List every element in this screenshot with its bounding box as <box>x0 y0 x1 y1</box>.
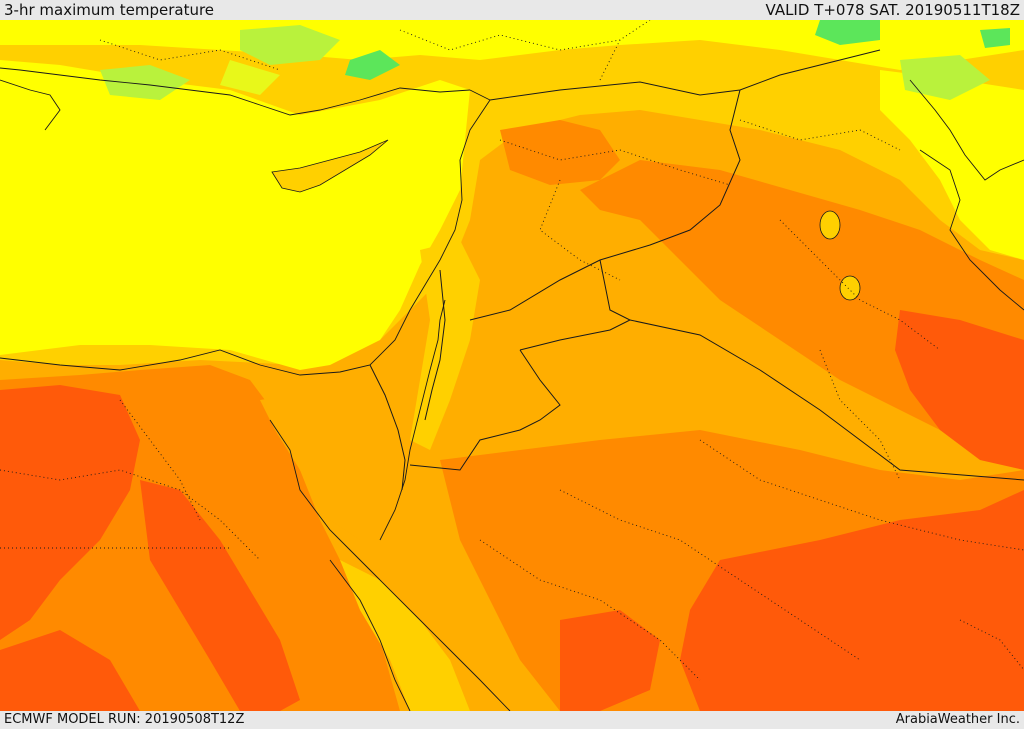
egypt-red-orange <box>0 385 140 640</box>
borders <box>369 49 1024 491</box>
cyprus-island <box>271 139 389 193</box>
saudi-red-patch <box>560 610 660 711</box>
green-patch-5 <box>980 28 1010 48</box>
coastlines <box>0 67 1024 711</box>
map-header: 3-hr maximum temperature VALID T+078 SAT… <box>0 0 1024 20</box>
admin-boundaries <box>0 20 1024 681</box>
levant-light-orange <box>410 240 480 450</box>
saudi-red-orange <box>680 490 1024 711</box>
green-patch-1 <box>240 25 340 65</box>
east-yellow <box>880 70 1024 260</box>
south-iraq-red-orange <box>895 310 1024 470</box>
green-patch-7 <box>220 60 280 95</box>
med-yellow <box>0 60 470 370</box>
credit-label: ArabiaWeather Inc. <box>895 712 1020 727</box>
red-sea-light-orange <box>340 560 470 711</box>
valid-time: VALID T+078 SAT. 20190511T18Z <box>765 1 1020 19</box>
map-title: 3-hr maximum temperature <box>4 1 215 19</box>
egypt-red-band <box>140 480 300 711</box>
sinai-orange <box>260 390 400 540</box>
egypt-red-south <box>0 630 140 711</box>
green-patch-3 <box>100 65 190 100</box>
lake-2 <box>839 275 861 301</box>
model-run-label: ECMWF MODEL RUN: 20190508T12Z <box>4 712 245 727</box>
map-canvas <box>0 20 1024 711</box>
lake-1 <box>819 210 841 240</box>
green-patch-6 <box>900 55 990 100</box>
green-patch-4 <box>815 20 880 45</box>
syria-dark-orange <box>500 120 620 185</box>
map-footer: ECMWF MODEL RUN: 20190508T12Z ArabiaWeat… <box>0 711 1024 729</box>
temperature-map[interactable] <box>0 20 1024 711</box>
green-patch-2 <box>345 50 400 80</box>
